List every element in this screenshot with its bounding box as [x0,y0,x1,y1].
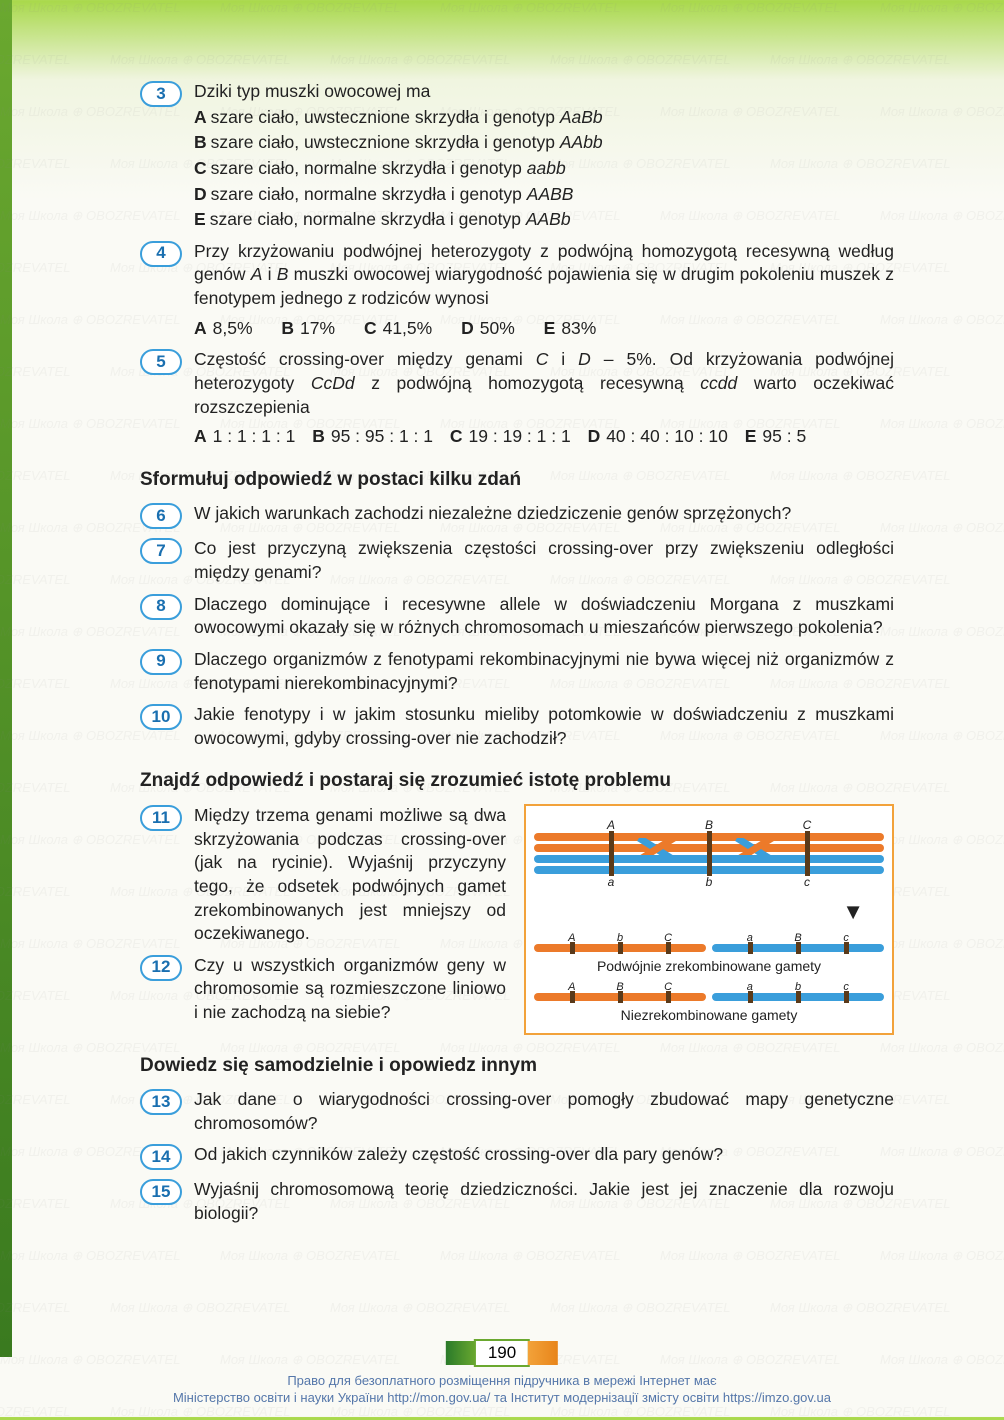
question-number: 10 [140,704,182,730]
question-7: 7 Co jest przyczyną zwiększenia częstości… [140,537,894,584]
question-number: 13 [140,1089,182,1115]
section-heading-2: Znajdź odpowiedź i postaraj się zrozumie… [140,768,894,794]
question-text: Dziki typ muszki owocowej ma Aszare ciał… [194,80,894,232]
question-number: 15 [140,1179,182,1205]
question-9: 9 Dlaczego organizmów z fenotypami rekomb… [140,648,894,695]
question-number: 12 [140,955,182,981]
page-number: 190 [474,1339,530,1367]
question-text: Jak dane o wiarygodności crossing-over p… [194,1088,894,1135]
question-number: 8 [140,594,182,620]
question-text: Dlaczego dominujące i recesywne allele w… [194,593,894,640]
question-text: Od jakich czynników zależy częstość cros… [194,1143,894,1167]
question-number: 14 [140,1144,182,1170]
question-number: 5 [140,349,182,375]
question-13: 13 Jak dane o wiarygodności crossing-over… [140,1088,894,1135]
question-3: 3 Dziki typ muszki owocowej ma Aszare ci… [140,80,894,232]
question-text: Przy krzyżowaniu podwójnej heterozygoty … [194,240,894,341]
inline-options: A8,5% B17% C41,5% D50% E83% [194,317,894,341]
section-2-questions: 11 Między trzema genami możliwe są dwa sk… [140,804,506,1033]
question-11: 11 Między trzema genami możliwe są dwa sk… [140,804,506,946]
section-1-list: 6 W jakich warunkach zachodzi niezależne … [140,502,894,750]
question-text: Częstość crossing-over między genami C i… [194,348,894,449]
question-12: 12 Czy u wszystkich organizmów geny w chr… [140,954,506,1025]
question-number: 3 [140,81,182,107]
section-3-list: 13 Jak dane o wiarygodności crossing-over… [140,1088,894,1226]
footer: Право для безоплатного розміщення підруч… [0,1373,1004,1407]
question-number: 6 [140,503,182,529]
question-10: 10 Jakie fenotypy i w jakim stosunku miel… [140,703,894,750]
section-2-twocol: 11 Między trzema genami możliwe są dwa sk… [140,804,894,1034]
question-5: 5 Częstość crossing-over między genami C… [140,348,894,449]
question-4: 4 Przy krzyżowaniu podwójnej heterozygot… [140,240,894,341]
question-text: Co jest przyczyną zwiększenia częstości … [194,537,894,584]
question-number: 11 [140,805,182,831]
inline-options: A1 : 1 : 1 : 1 B95 : 95 : 1 : 1 C19 : 19… [194,425,894,449]
question-text: Między trzema genami możliwe są dwa skrz… [194,804,506,946]
page-content: 3 Dziki typ muszki owocowej ma Aszare ci… [0,0,1004,1254]
question-15: 15 Wyjaśnij chromosomową teorię dziedzicz… [140,1178,894,1225]
question-text: Dlaczego organizmów z fenotypami rekombi… [194,648,894,695]
question-text: Jakie fenotypy i w jakim stosunku mielib… [194,703,894,750]
question-number: 7 [140,538,182,564]
question-8: 8 Dlaczego dominujące i recesywne allele … [140,593,894,640]
section-heading-3: Dowiedz się samodzielnie i opowiedz inny… [140,1053,894,1079]
section-heading-1: Sformułuj odpowiedź w postaci kilku zdań [140,467,894,493]
crossing-over-diagram: ABCabc▼AbCaBcPodwójnie zrekombinowane ga… [524,804,894,1034]
question-14: 14 Od jakich czynników zależy częstość cr… [140,1143,894,1170]
question-text: Czy u wszystkich organizmów geny w chrom… [194,954,506,1025]
question-6: 6 W jakich warunkach zachodzi niezależne … [140,502,894,529]
question-number: 9 [140,649,182,675]
question-number: 4 [140,241,182,267]
question-text: W jakich warunkach zachodzi niezależne d… [194,502,894,526]
question-text: Wyjaśnij chromosomową teorię dziedziczno… [194,1178,894,1225]
